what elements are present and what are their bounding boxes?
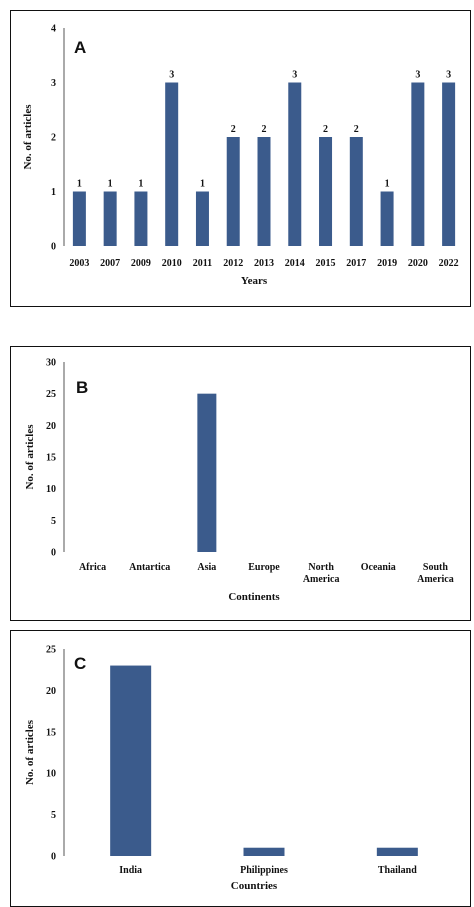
chart-a-x-tick-label: 2011 bbox=[193, 258, 212, 269]
chart-a-bar bbox=[411, 82, 425, 246]
chart-a-bar bbox=[165, 82, 179, 246]
chart-a-y-axis-title: No. of articles bbox=[22, 104, 34, 170]
chart-c-y-tick-label: 10 bbox=[46, 769, 56, 780]
chart-c-y-tick-label: 25 bbox=[46, 645, 56, 656]
chart-a-data-label: 3 bbox=[169, 70, 174, 81]
chart-a-bar bbox=[349, 137, 363, 246]
chart-c-y-axis-title: No. of articles bbox=[24, 719, 36, 785]
chart-a-y-tick-label: 4 bbox=[51, 24, 56, 35]
chart-c-bar bbox=[110, 665, 152, 856]
chart-a-data-label: 1 bbox=[77, 179, 82, 190]
chart-b-x-tick-label: South America bbox=[417, 562, 454, 585]
chart-a-bar bbox=[195, 191, 209, 246]
chart-a-bar bbox=[380, 191, 394, 246]
chart-c-x-tick-label: Philippines bbox=[240, 865, 288, 876]
chart-a-data-label: 1 bbox=[138, 179, 143, 190]
chart-a-data-label: 3 bbox=[292, 70, 297, 81]
chart-a-data-label: 2 bbox=[354, 124, 359, 135]
chart-a-data-label: 3 bbox=[446, 70, 451, 81]
chart-a-panel-label: A bbox=[74, 38, 86, 57]
chart-a-x-tick-label: 2022 bbox=[439, 258, 459, 269]
chart-a-x-tick-label: 2019 bbox=[377, 258, 397, 269]
chart-a-x-axis-title: Years bbox=[241, 275, 268, 287]
chart-c-y-tick-label: 15 bbox=[46, 727, 56, 738]
chart-b-x-tick-label: Africa bbox=[79, 562, 106, 573]
chart-a-x-tick-label: 2020 bbox=[408, 258, 428, 269]
chart-b-y-tick-label: 30 bbox=[46, 358, 56, 369]
chart-c-y-tick-label: 20 bbox=[46, 686, 56, 697]
chart-c-bar bbox=[243, 847, 285, 856]
chart-panel-b: B 0 5 10 15 20 25 30 No. of articles Africa Antart… bbox=[10, 346, 471, 621]
chart-b-y-tick-label: 25 bbox=[46, 389, 56, 400]
chart-a-y-tick-label: 0 bbox=[51, 242, 56, 253]
chart-c-y-tick-label: 5 bbox=[51, 810, 56, 821]
chart-a-data-label: 2 bbox=[262, 124, 267, 135]
chart-a-bar bbox=[103, 191, 117, 246]
chart-b-bar bbox=[197, 393, 217, 552]
chart-a-data-label: 3 bbox=[415, 70, 420, 81]
chart-b-y-tick-label: 5 bbox=[51, 516, 56, 527]
chart-a-data-label: 2 bbox=[323, 124, 328, 135]
chart-b-y-tick-label: 15 bbox=[46, 453, 56, 464]
chart-a-data-label: 2 bbox=[231, 124, 236, 135]
chart-a-bar bbox=[72, 191, 86, 246]
chart-b-x-tick-label: North America bbox=[303, 562, 340, 585]
chart-a-bar bbox=[442, 82, 456, 246]
chart-b-svg: B 0 5 10 15 20 25 30 No. of articles Africa Antart… bbox=[24, 358, 454, 604]
chart-a-data-label: 1 bbox=[385, 179, 390, 190]
chart-c-bar bbox=[376, 847, 418, 856]
chart-panel-c: C 0 5 10 15 20 25 No. of articles India Philippin… bbox=[10, 630, 471, 907]
chart-c-svg: C 0 5 10 15 20 25 No. of articles India Philippin… bbox=[24, 645, 418, 892]
chart-panel-a: A 0 1 2 3 4 No. of articles 1 2003 1 2007 1 2009 3 201… bbox=[10, 10, 471, 307]
chart-a-bar bbox=[257, 137, 271, 246]
chart-c-panel-label: C bbox=[74, 654, 86, 673]
chart-b-y-tick-label: 10 bbox=[46, 484, 56, 495]
chart-a-x-tick-label: 2014 bbox=[285, 258, 305, 269]
chart-a-x-tick-label: 2003 bbox=[69, 258, 89, 269]
chart-a-x-tick-label: 2010 bbox=[162, 258, 182, 269]
chart-a-x-tick-label: 2009 bbox=[131, 258, 151, 269]
chart-a-x-tick-label: 2007 bbox=[100, 258, 120, 269]
chart-a-data-label: 1 bbox=[200, 179, 205, 190]
chart-b-y-axis-title: No. of articles bbox=[24, 424, 36, 490]
chart-c-x-tick-label: India bbox=[119, 865, 142, 876]
chart-a-x-tick-label: 2012 bbox=[223, 258, 243, 269]
chart-a-y-tick-label: 2 bbox=[51, 133, 56, 144]
chart-b-x-tick-label: Oceania bbox=[361, 562, 396, 573]
chart-a-x-tick-label: 2017 bbox=[346, 258, 366, 269]
chart-a-y-tick-label: 3 bbox=[51, 78, 56, 89]
chart-c-y-tick-label: 0 bbox=[51, 852, 56, 863]
chart-a-bar bbox=[134, 191, 148, 246]
chart-a-bar bbox=[226, 137, 240, 246]
chart-b-x-axis-title: Continents bbox=[228, 591, 280, 603]
chart-a-x-tick-label: 2015 bbox=[316, 258, 336, 269]
chart-b-x-tick-label: Antartica bbox=[129, 562, 170, 573]
chart-a-x-tick-label: 2013 bbox=[254, 258, 274, 269]
chart-a-bar bbox=[319, 137, 333, 246]
chart-b-x-tick-label: Europe bbox=[248, 562, 280, 573]
chart-b-y-tick-label: 0 bbox=[51, 548, 56, 559]
chart-b-y-tick-label: 20 bbox=[46, 421, 56, 432]
chart-a-svg: A 0 1 2 3 4 No. of articles 1 2003 1 2007 1 2009 3 201… bbox=[22, 24, 459, 288]
chart-a-y-tick-label: 1 bbox=[51, 187, 56, 198]
chart-b-panel-label: B bbox=[76, 378, 88, 397]
chart-c-x-tick-label: Thailand bbox=[378, 865, 417, 876]
chart-b-x-tick-label: Asia bbox=[197, 562, 216, 573]
chart-a-data-label: 1 bbox=[108, 179, 113, 190]
chart-c-x-axis-title: Countries bbox=[231, 880, 278, 892]
chart-a-bar bbox=[288, 82, 302, 246]
